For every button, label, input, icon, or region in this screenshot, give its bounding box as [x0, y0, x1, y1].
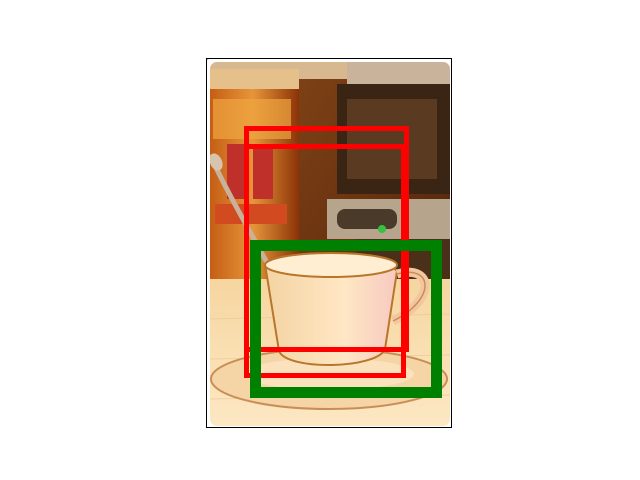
green-box [250, 240, 442, 398]
red-box-2 [244, 144, 406, 378]
spoon [208, 153, 278, 280]
